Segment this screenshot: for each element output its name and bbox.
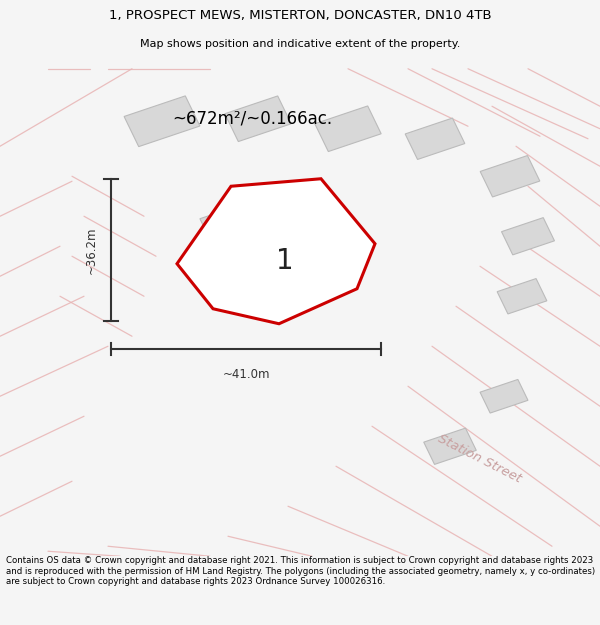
- Polygon shape: [124, 96, 200, 147]
- Text: Map shows position and indicative extent of the property.: Map shows position and indicative extent…: [140, 39, 460, 49]
- Text: Station Street: Station Street: [436, 432, 524, 486]
- Polygon shape: [480, 379, 528, 413]
- Polygon shape: [497, 279, 547, 314]
- Text: Contains OS data © Crown copyright and database right 2021. This information is : Contains OS data © Crown copyright and d…: [6, 556, 595, 586]
- Polygon shape: [200, 206, 250, 242]
- Text: 1, PROSPECT MEWS, MISTERTON, DONCASTER, DN10 4TB: 1, PROSPECT MEWS, MISTERTON, DONCASTER, …: [109, 9, 491, 22]
- Polygon shape: [502, 217, 554, 255]
- Polygon shape: [258, 219, 312, 259]
- Polygon shape: [177, 179, 375, 324]
- Polygon shape: [225, 96, 291, 141]
- Polygon shape: [424, 428, 476, 464]
- Polygon shape: [315, 106, 381, 151]
- Text: 1: 1: [276, 248, 294, 275]
- Text: ~672m²/~0.166ac.: ~672m²/~0.166ac.: [172, 110, 332, 128]
- Text: ~41.0m: ~41.0m: [222, 368, 270, 381]
- Polygon shape: [405, 118, 465, 159]
- Text: ~36.2m: ~36.2m: [85, 226, 98, 274]
- Polygon shape: [480, 156, 540, 197]
